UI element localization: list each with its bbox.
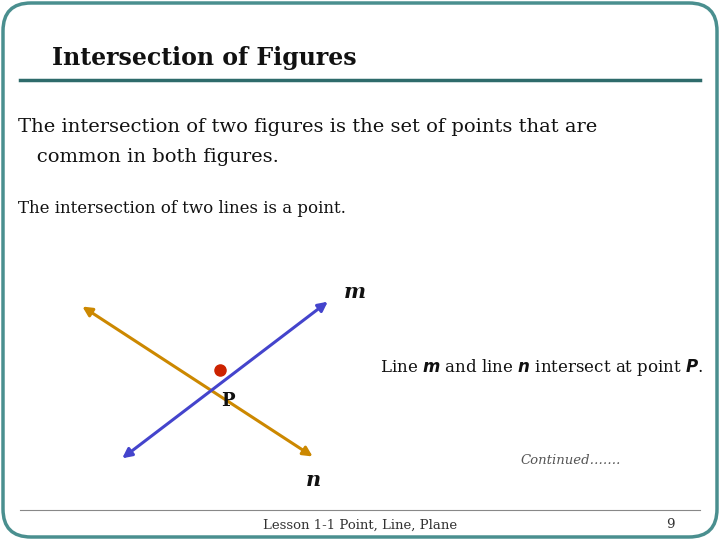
Text: The intersection of two figures is the set of points that are: The intersection of two figures is the s…: [18, 118, 598, 136]
Text: Intersection of Figures: Intersection of Figures: [52, 46, 356, 70]
FancyBboxPatch shape: [3, 3, 717, 537]
Text: 9: 9: [666, 518, 674, 531]
Text: Continued…….: Continued…….: [520, 454, 621, 467]
FancyArrowPatch shape: [85, 308, 310, 455]
Text: n: n: [305, 470, 320, 490]
Text: common in both figures.: common in both figures.: [18, 148, 279, 166]
Text: P: P: [221, 392, 235, 410]
Text: m: m: [344, 282, 366, 302]
Text: Line $\boldsymbol{m}$ and line $\boldsymbol{n}$ intersect at point $\boldsymbol{: Line $\boldsymbol{m}$ and line $\boldsym…: [380, 357, 703, 379]
Text: The intersection of two lines is a point.: The intersection of two lines is a point…: [18, 200, 346, 217]
Text: Lesson 1-1 Point, Line, Plane: Lesson 1-1 Point, Line, Plane: [263, 518, 457, 531]
FancyArrowPatch shape: [125, 304, 325, 456]
